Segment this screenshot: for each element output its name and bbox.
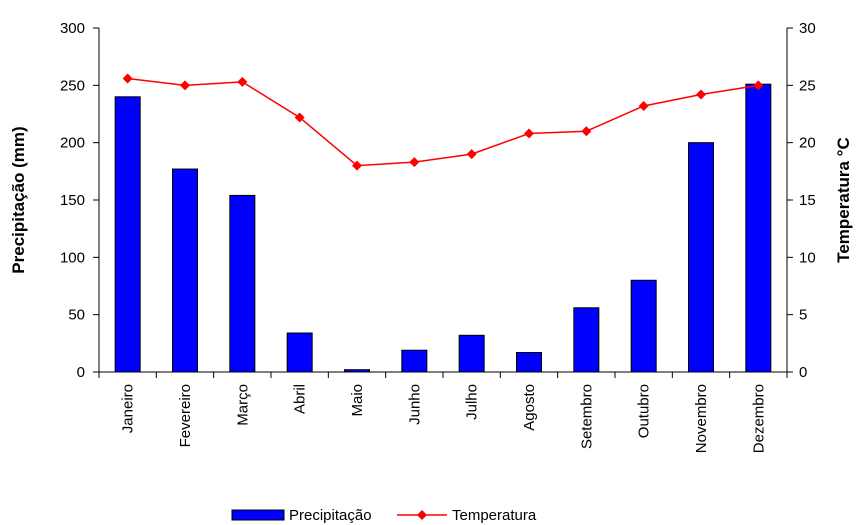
y2-tick-label: 15 — [799, 192, 816, 209]
precipitation-bar — [630, 279, 657, 373]
precipitation-bar — [745, 83, 772, 373]
precipitation-bar — [172, 168, 198, 373]
temperature-point — [352, 160, 362, 171]
y-axis-title: Precipitação (mm) — [9, 126, 28, 273]
x-tick-label: Janeiro — [120, 384, 137, 433]
y2-tick-label: 25 — [799, 77, 816, 94]
precipitation-bar — [114, 96, 141, 373]
precipitation-bar — [401, 349, 428, 373]
precipitation-bar — [573, 307, 600, 373]
y-tick-label: 200 — [60, 135, 85, 152]
x-tick-label: Junho — [406, 384, 423, 425]
temperature-point — [294, 112, 305, 123]
temperature-point — [753, 80, 764, 91]
temperature-point — [524, 128, 534, 139]
temperature-point — [409, 157, 420, 168]
y2-axis-title: Temperatura °C — [834, 137, 853, 263]
precipitation-bars — [114, 83, 772, 373]
tick-labels: 0 50 100 150 200 250 300 0 5 10 15 20 25 30 Janeiro Fev… — [60, 20, 816, 453]
temperature-line — [122, 73, 764, 171]
x-tick-label: Agosto — [521, 384, 538, 431]
x-tick-label: Outubro — [636, 384, 653, 438]
precipitation-bar — [688, 142, 714, 373]
x-tick-label: Julho — [464, 384, 481, 420]
temperature-point — [466, 149, 477, 160]
x-tick-label: Fevereiro — [177, 384, 194, 447]
y-tick-label: 300 — [60, 20, 85, 37]
precipitation-bar — [344, 369, 370, 373]
y2-tick-label: 0 — [799, 364, 807, 381]
precipitation-bar — [229, 194, 256, 373]
y-tick-label: 100 — [60, 249, 85, 266]
temperature-point — [581, 126, 592, 137]
precipitation-bar — [516, 352, 542, 373]
y-tick-label: 50 — [68, 307, 85, 324]
temperature-series-line — [127, 77, 759, 167]
y-tick-label: 250 — [60, 77, 85, 94]
y2-tick-label: 30 — [799, 20, 816, 37]
y2-tick-label: 5 — [799, 307, 807, 324]
chart-axes — [93, 27, 793, 378]
legend-swatch-precipitation — [231, 509, 285, 521]
legend-label-precipitation: Precipitação — [289, 507, 372, 524]
temperature-point — [696, 89, 706, 100]
y-tick-label: 0 — [77, 364, 85, 381]
temperature-point — [237, 76, 248, 87]
legend-label-temperature: Temperatura — [452, 507, 537, 524]
x-tick-label: Setembro — [578, 384, 595, 449]
y2-tick-label: 10 — [799, 249, 816, 266]
x-tick-label: Abril — [292, 384, 309, 414]
x-tick-label: Maio — [349, 384, 366, 417]
x-tick-label: Março — [234, 384, 251, 426]
temperature-point — [638, 100, 649, 111]
x-tick-label: Dezembro — [750, 384, 767, 453]
y2-tick-label: 20 — [799, 135, 816, 152]
legend-marker-temperature — [417, 510, 427, 520]
precipitation-bar — [286, 332, 313, 373]
legend: Precipitação Temperatura — [231, 507, 537, 524]
temperature-point — [122, 73, 133, 84]
x-tick-label: Novembro — [693, 384, 710, 453]
y-tick-label: 150 — [60, 192, 85, 209]
temperature-point — [180, 80, 190, 91]
precipitation-bar — [458, 334, 485, 373]
